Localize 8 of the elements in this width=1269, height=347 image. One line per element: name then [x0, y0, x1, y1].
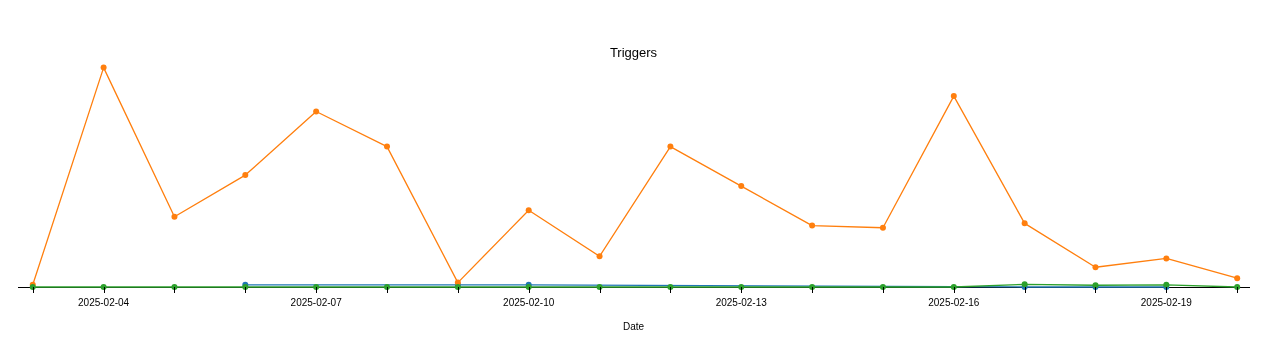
x-tick-label: 2025-02-19: [1140, 296, 1193, 308]
x-tick-label: 2025-02-04: [78, 296, 130, 308]
x-axis-title: Date: [622, 320, 645, 332]
chart-title: Triggers: [609, 45, 658, 61]
x-tick-label: 2025-02-07: [290, 296, 343, 308]
x-tick-label: 2025-02-16: [928, 296, 980, 308]
x-tick-label: 2025-02-13: [715, 296, 768, 308]
x-tick-label: 2025-02-10: [503, 296, 555, 308]
